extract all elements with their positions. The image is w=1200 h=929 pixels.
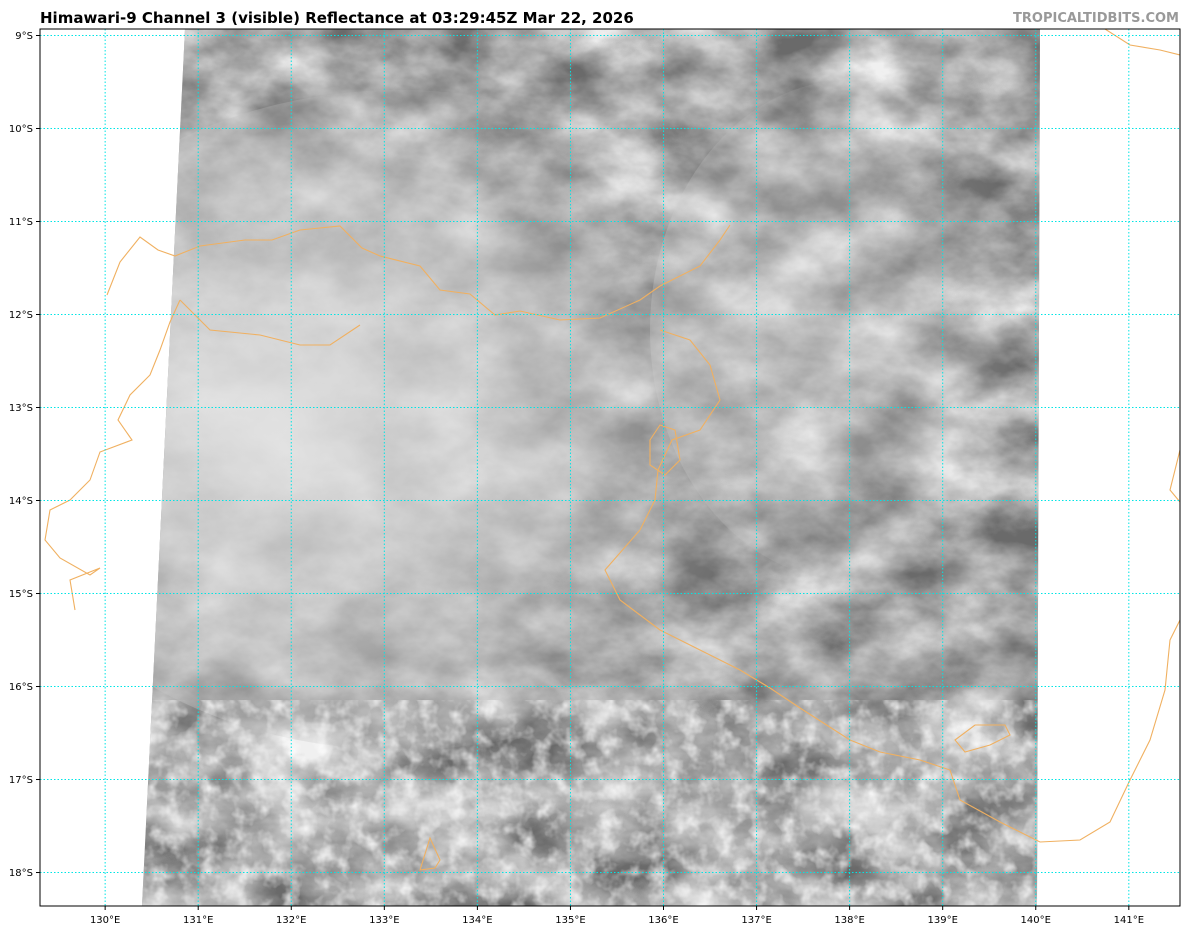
coastline-arnhem-inner bbox=[179, 299, 361, 346]
lon-tick-label: 137°E bbox=[741, 915, 771, 926]
lon-tick-label: 131°E bbox=[183, 915, 213, 926]
lon-tick-label: 132°E bbox=[276, 915, 306, 926]
coastlines bbox=[44, 29, 1180, 871]
lat-tick-label: 16°S bbox=[9, 682, 33, 693]
coastline-island-south bbox=[419, 836, 441, 871]
coastline-mornington bbox=[954, 724, 1011, 753]
lat-tick-label: 18°S bbox=[9, 868, 33, 879]
gridlines bbox=[40, 29, 1180, 906]
lon-tick-label: 140°E bbox=[1021, 915, 1051, 926]
brand-watermark: TROPICALTIDBITS.COM bbox=[1013, 11, 1179, 26]
lat-tick-label: 17°S bbox=[9, 775, 33, 786]
coastline-cape-york-top bbox=[1104, 29, 1180, 56]
lon-tick-label: 136°E bbox=[648, 915, 678, 926]
lon-tick-label: 134°E bbox=[462, 915, 492, 926]
axis-ticks: 130°E 131°E 132°E 133°E 134°E 135°E 136°E 137°E… bbox=[9, 31, 1144, 926]
lon-tick-label: 135°E bbox=[555, 915, 585, 926]
coastline-cape-york-east bbox=[1169, 449, 1180, 503]
coastline-arnhem-north bbox=[106, 224, 731, 321]
lat-tick-label: 9°S bbox=[15, 31, 33, 42]
plot-frame bbox=[39, 28, 1181, 907]
lon-tick-label: 141°E bbox=[1114, 915, 1144, 926]
lat-tick-label: 12°S bbox=[9, 310, 33, 321]
coastline-darwin bbox=[44, 299, 181, 611]
lon-tick-label: 139°E bbox=[927, 915, 957, 926]
coastline-groote bbox=[649, 424, 681, 476]
lat-tick-label: 10°S bbox=[9, 124, 33, 135]
satellite-imagery bbox=[142, 29, 1040, 906]
lat-tick-label: 13°S bbox=[9, 403, 33, 414]
lon-tick-label: 130°E bbox=[90, 915, 120, 926]
chart-title: Himawari-9 Channel 3 (visible) Reflectan… bbox=[40, 9, 634, 27]
lat-tick-label: 15°S bbox=[9, 589, 33, 600]
lon-tick-label: 138°E bbox=[834, 915, 864, 926]
lat-tick-label: 14°S bbox=[9, 496, 33, 507]
lat-tick-label: 11°S bbox=[9, 217, 33, 228]
lon-tick-label: 133°E bbox=[369, 915, 399, 926]
